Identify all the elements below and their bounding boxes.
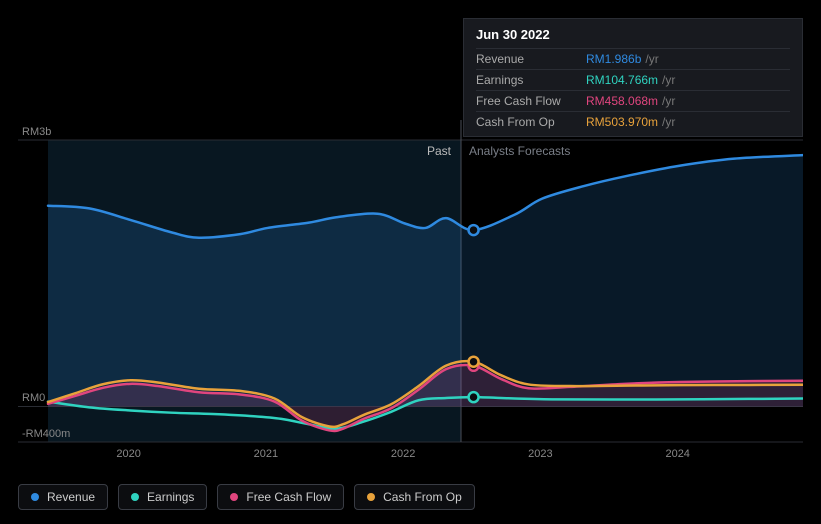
- x-tick-label: 2020: [116, 448, 140, 460]
- legend-label: Cash From Op: [383, 490, 462, 504]
- tooltip-row: RevenueRM1.986b/yr: [476, 48, 790, 69]
- chart-legend: Revenue Earnings Free Cash Flow Cash From O…: [18, 484, 475, 510]
- legend-dot-icon: [367, 493, 375, 501]
- past-label: Past: [427, 144, 451, 158]
- tooltip-metric-unit: /yr: [662, 115, 675, 129]
- legend-item-fcf[interactable]: Free Cash Flow: [217, 484, 344, 510]
- tooltip-metric-value: RM503.970m: [586, 115, 658, 129]
- legend-dot-icon: [31, 493, 39, 501]
- tooltip-metric-label: Free Cash Flow: [476, 94, 586, 108]
- y-tick-label: RM3b: [22, 126, 51, 138]
- tooltip-metric-unit: /yr: [662, 73, 675, 87]
- legend-item-cfo[interactable]: Cash From Op: [354, 484, 475, 510]
- y-tick-label: -RM400m: [22, 428, 70, 440]
- financial-chart[interactable]: RM3b RM0 -RM400m 2020 2021 2022 2023 2024 Past…: [18, 0, 803, 475]
- chart-tooltip: Jun 30 2022 RevenueRM1.986b/yrEarningsRM…: [463, 18, 803, 137]
- tooltip-metric-label: Revenue: [476, 52, 586, 66]
- legend-dot-icon: [230, 493, 238, 501]
- tooltip-row: EarningsRM104.766m/yr: [476, 69, 790, 90]
- tooltip-date: Jun 30 2022: [476, 27, 790, 48]
- tooltip-metric-unit: /yr: [662, 94, 675, 108]
- y-tick-label: RM0: [22, 392, 45, 404]
- x-tick-label: 2023: [528, 448, 552, 460]
- tooltip-metric-value: RM458.068m: [586, 94, 658, 108]
- x-tick-label: 2024: [665, 448, 689, 460]
- tooltip-row: Cash From OpRM503.970m/yr: [476, 111, 790, 132]
- forecast-label: Analysts Forecasts: [469, 144, 570, 158]
- legend-label: Revenue: [47, 490, 95, 504]
- tooltip-metric-unit: /yr: [645, 52, 658, 66]
- legend-label: Free Cash Flow: [246, 490, 331, 504]
- legend-label: Earnings: [147, 490, 194, 504]
- tooltip-metric-label: Earnings: [476, 73, 586, 87]
- tooltip-metric-label: Cash From Op: [476, 115, 586, 129]
- tooltip-metric-value: RM104.766m: [586, 73, 658, 87]
- legend-dot-icon: [131, 493, 139, 501]
- tooltip-metric-value: RM1.986b: [586, 52, 641, 66]
- tooltip-row: Free Cash FlowRM458.068m/yr: [476, 90, 790, 111]
- legend-item-revenue[interactable]: Revenue: [18, 484, 108, 510]
- x-tick-label: 2022: [391, 448, 415, 460]
- x-tick-label: 2021: [254, 448, 278, 460]
- legend-item-earnings[interactable]: Earnings: [118, 484, 207, 510]
